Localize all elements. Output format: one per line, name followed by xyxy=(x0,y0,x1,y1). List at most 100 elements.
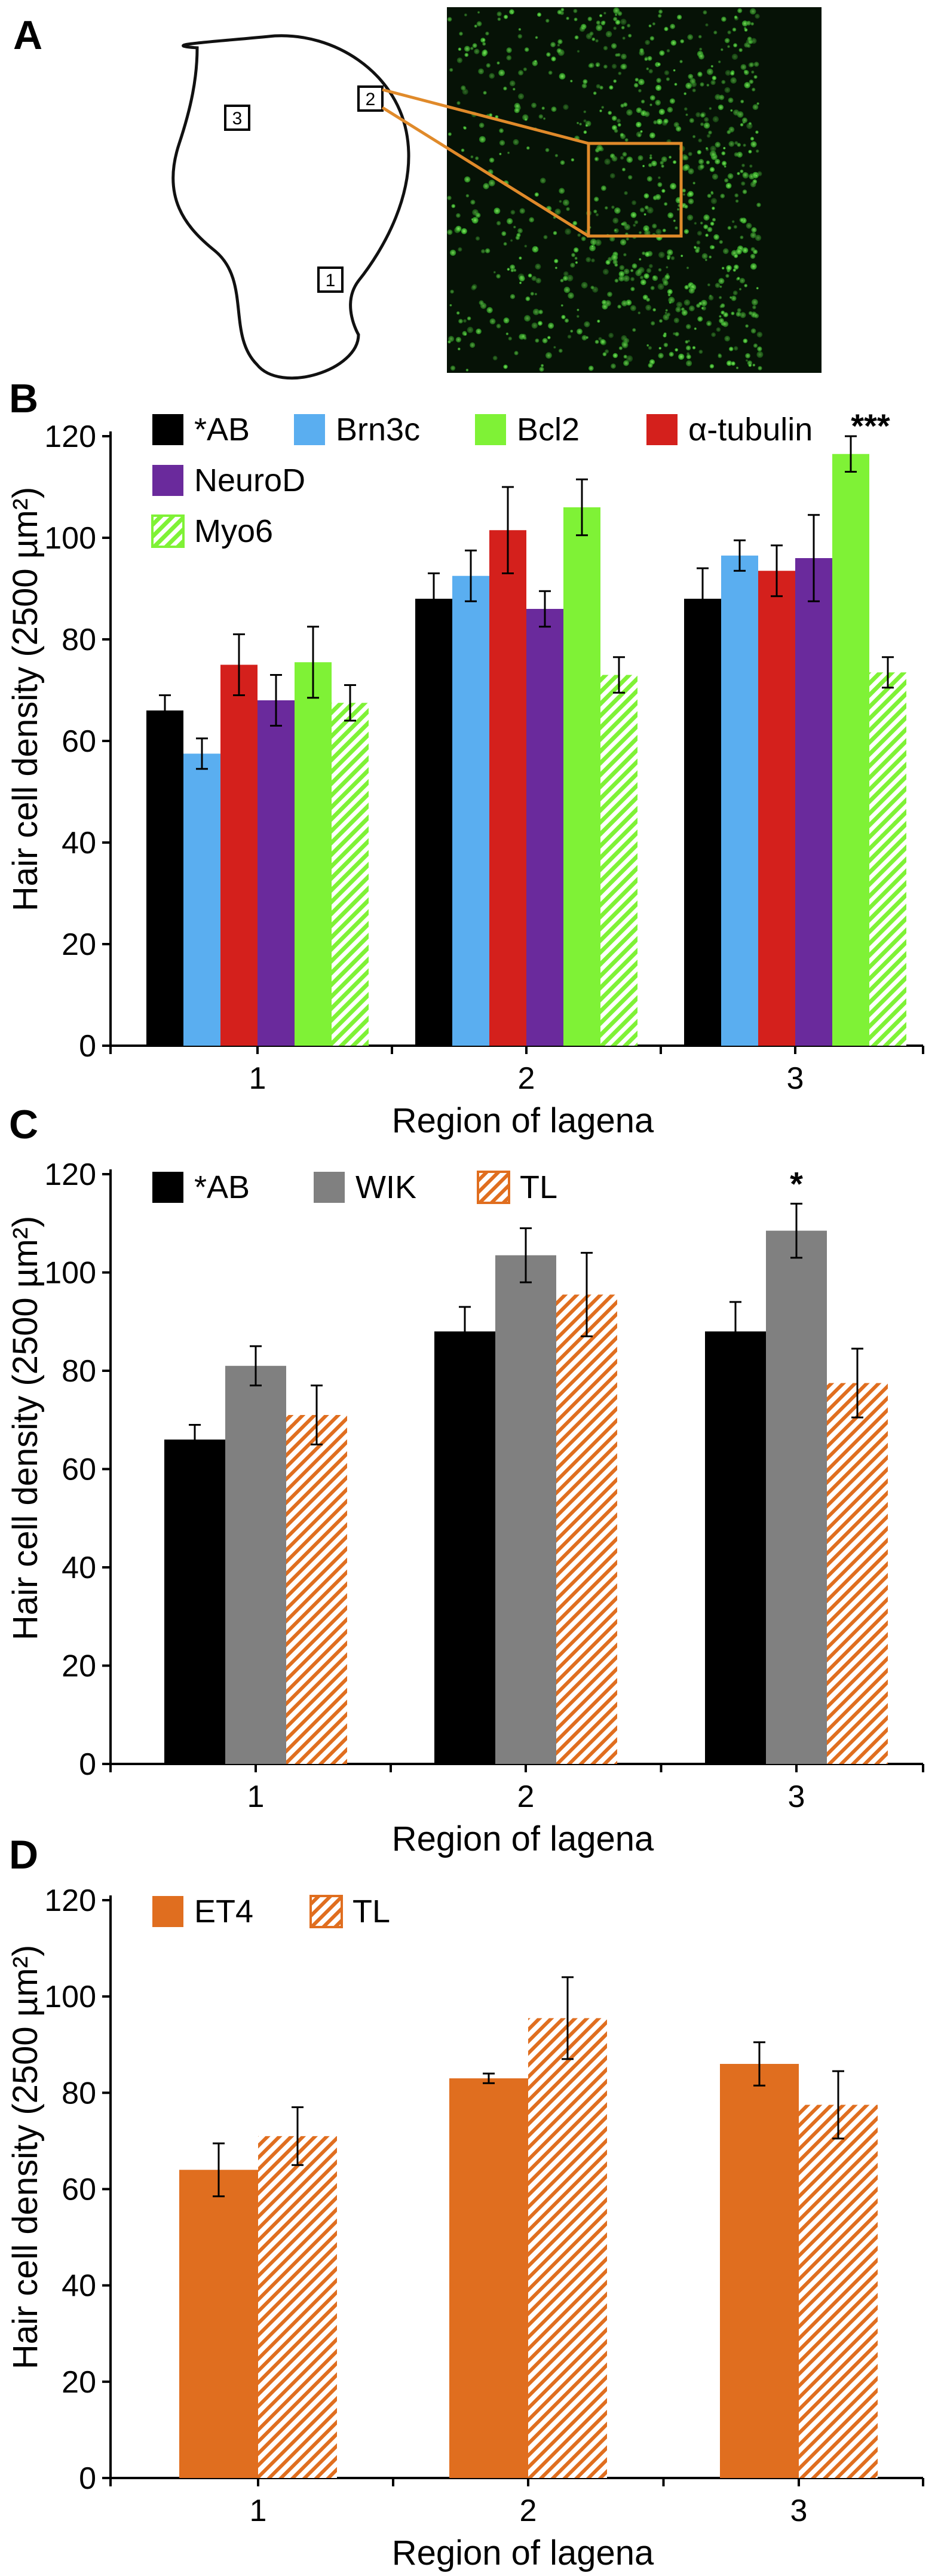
cell-dot xyxy=(750,141,757,148)
cell-dot xyxy=(524,315,531,322)
cell-dot xyxy=(719,315,722,318)
cell-dot xyxy=(558,348,563,353)
chart-c-bar-ab-region-2 xyxy=(434,1331,495,1764)
cell-dot xyxy=(667,256,670,260)
cell-dot xyxy=(588,365,594,371)
cell-dot xyxy=(666,77,670,81)
cell-dot xyxy=(735,311,741,317)
cell-dot xyxy=(630,305,636,311)
cell-dot xyxy=(748,311,753,316)
cell-dot xyxy=(636,107,642,114)
region-marker-3-label: 3 xyxy=(232,109,243,128)
cell-dot xyxy=(689,118,694,123)
cell-dot xyxy=(605,30,612,38)
cell-dot xyxy=(740,169,744,173)
cell-dot xyxy=(557,39,563,45)
cell-dot xyxy=(752,87,756,91)
cell-dot xyxy=(600,185,606,191)
cell-dot xyxy=(499,140,505,146)
cell-dot xyxy=(727,45,730,48)
cell-dot xyxy=(511,11,514,14)
chart-b-bar-ab-region-2 xyxy=(415,599,452,1046)
cell-dot xyxy=(664,311,667,314)
cell-dot xyxy=(628,33,632,38)
cell-dot xyxy=(706,68,713,75)
cell-dot xyxy=(655,228,662,235)
cell-dot xyxy=(670,39,677,46)
cell-dot xyxy=(673,317,679,323)
cell-dot xyxy=(689,305,695,312)
cell-dot xyxy=(553,231,557,235)
cell-dot xyxy=(538,321,542,326)
cell-dot xyxy=(614,207,621,214)
cell-dot xyxy=(698,302,703,306)
cell-dot xyxy=(554,154,559,157)
cell-dot xyxy=(664,202,668,206)
zoom-line-top xyxy=(382,88,589,145)
cell-dot xyxy=(750,263,757,270)
cell-dot xyxy=(559,200,562,203)
cell-dot xyxy=(506,218,513,225)
cell-dot xyxy=(725,183,732,189)
cell-dot xyxy=(648,24,652,27)
cell-dot xyxy=(704,259,707,261)
cell-dot xyxy=(525,296,531,301)
cell-dot xyxy=(559,188,565,194)
cell-dot xyxy=(675,332,679,336)
cell-dot xyxy=(712,173,718,180)
cell-dot xyxy=(665,309,668,312)
cell-dot xyxy=(571,253,575,258)
cell-dot xyxy=(618,271,625,277)
cell-dot xyxy=(548,323,554,329)
cell-dot xyxy=(507,151,510,154)
cell-dot xyxy=(718,354,722,359)
chart-b-legend-label-bcl2: Bcl2 xyxy=(517,412,580,448)
cell-dot xyxy=(676,126,682,132)
cell-dot xyxy=(682,188,686,193)
cell-dot xyxy=(456,57,463,63)
cell-dot xyxy=(577,50,580,53)
cell-dot xyxy=(607,292,612,297)
cell-dot xyxy=(593,91,597,95)
cell-dot xyxy=(710,79,716,85)
cell-dot xyxy=(461,228,467,234)
cell-dot xyxy=(730,77,737,84)
cell-dot xyxy=(657,62,661,66)
cell-dot xyxy=(633,223,636,227)
cell-dot xyxy=(465,369,469,372)
chart-d: 0 20 40 60 80 100 120 1 2 3 Region of lagena Hair c… xyxy=(6,1883,924,2572)
cell-dot xyxy=(534,192,539,197)
cell-dot xyxy=(673,122,679,128)
cell-dot xyxy=(738,48,743,53)
cell-dot xyxy=(709,255,712,259)
chart-c-legend-swatch-tl xyxy=(477,1171,510,1204)
cell-dot xyxy=(550,42,556,48)
cell-dot xyxy=(688,198,694,204)
cell-dot xyxy=(642,251,646,255)
cell-dot xyxy=(737,171,740,176)
cell-dot xyxy=(649,132,655,139)
chart-b-legend-swatch-ab xyxy=(152,414,183,445)
cell-dot xyxy=(718,104,724,111)
cell-dot xyxy=(583,79,588,84)
cell-dot xyxy=(622,36,626,40)
cell-dot xyxy=(611,254,618,261)
cell-dot xyxy=(673,219,676,222)
cell-dot xyxy=(738,287,742,291)
region-marker-2-label: 2 xyxy=(366,90,376,109)
cell-dot xyxy=(596,145,603,152)
cell-dot xyxy=(622,152,627,157)
cell-dot xyxy=(724,178,729,183)
chart-b-legend-label-brn3c: Brn3c xyxy=(336,412,420,448)
chart-b-x-tick-label: 1 xyxy=(249,1061,266,1096)
cell-dot xyxy=(577,308,580,311)
cell-dot xyxy=(602,299,607,305)
region-marker-2: 2 xyxy=(357,85,384,112)
cell-dot xyxy=(478,68,484,75)
cell-dot xyxy=(693,246,697,249)
cell-dot xyxy=(700,82,704,87)
cell-dot xyxy=(727,130,731,134)
cell-dot xyxy=(572,220,578,226)
cell-dot xyxy=(447,132,452,136)
cell-dot xyxy=(591,258,595,263)
